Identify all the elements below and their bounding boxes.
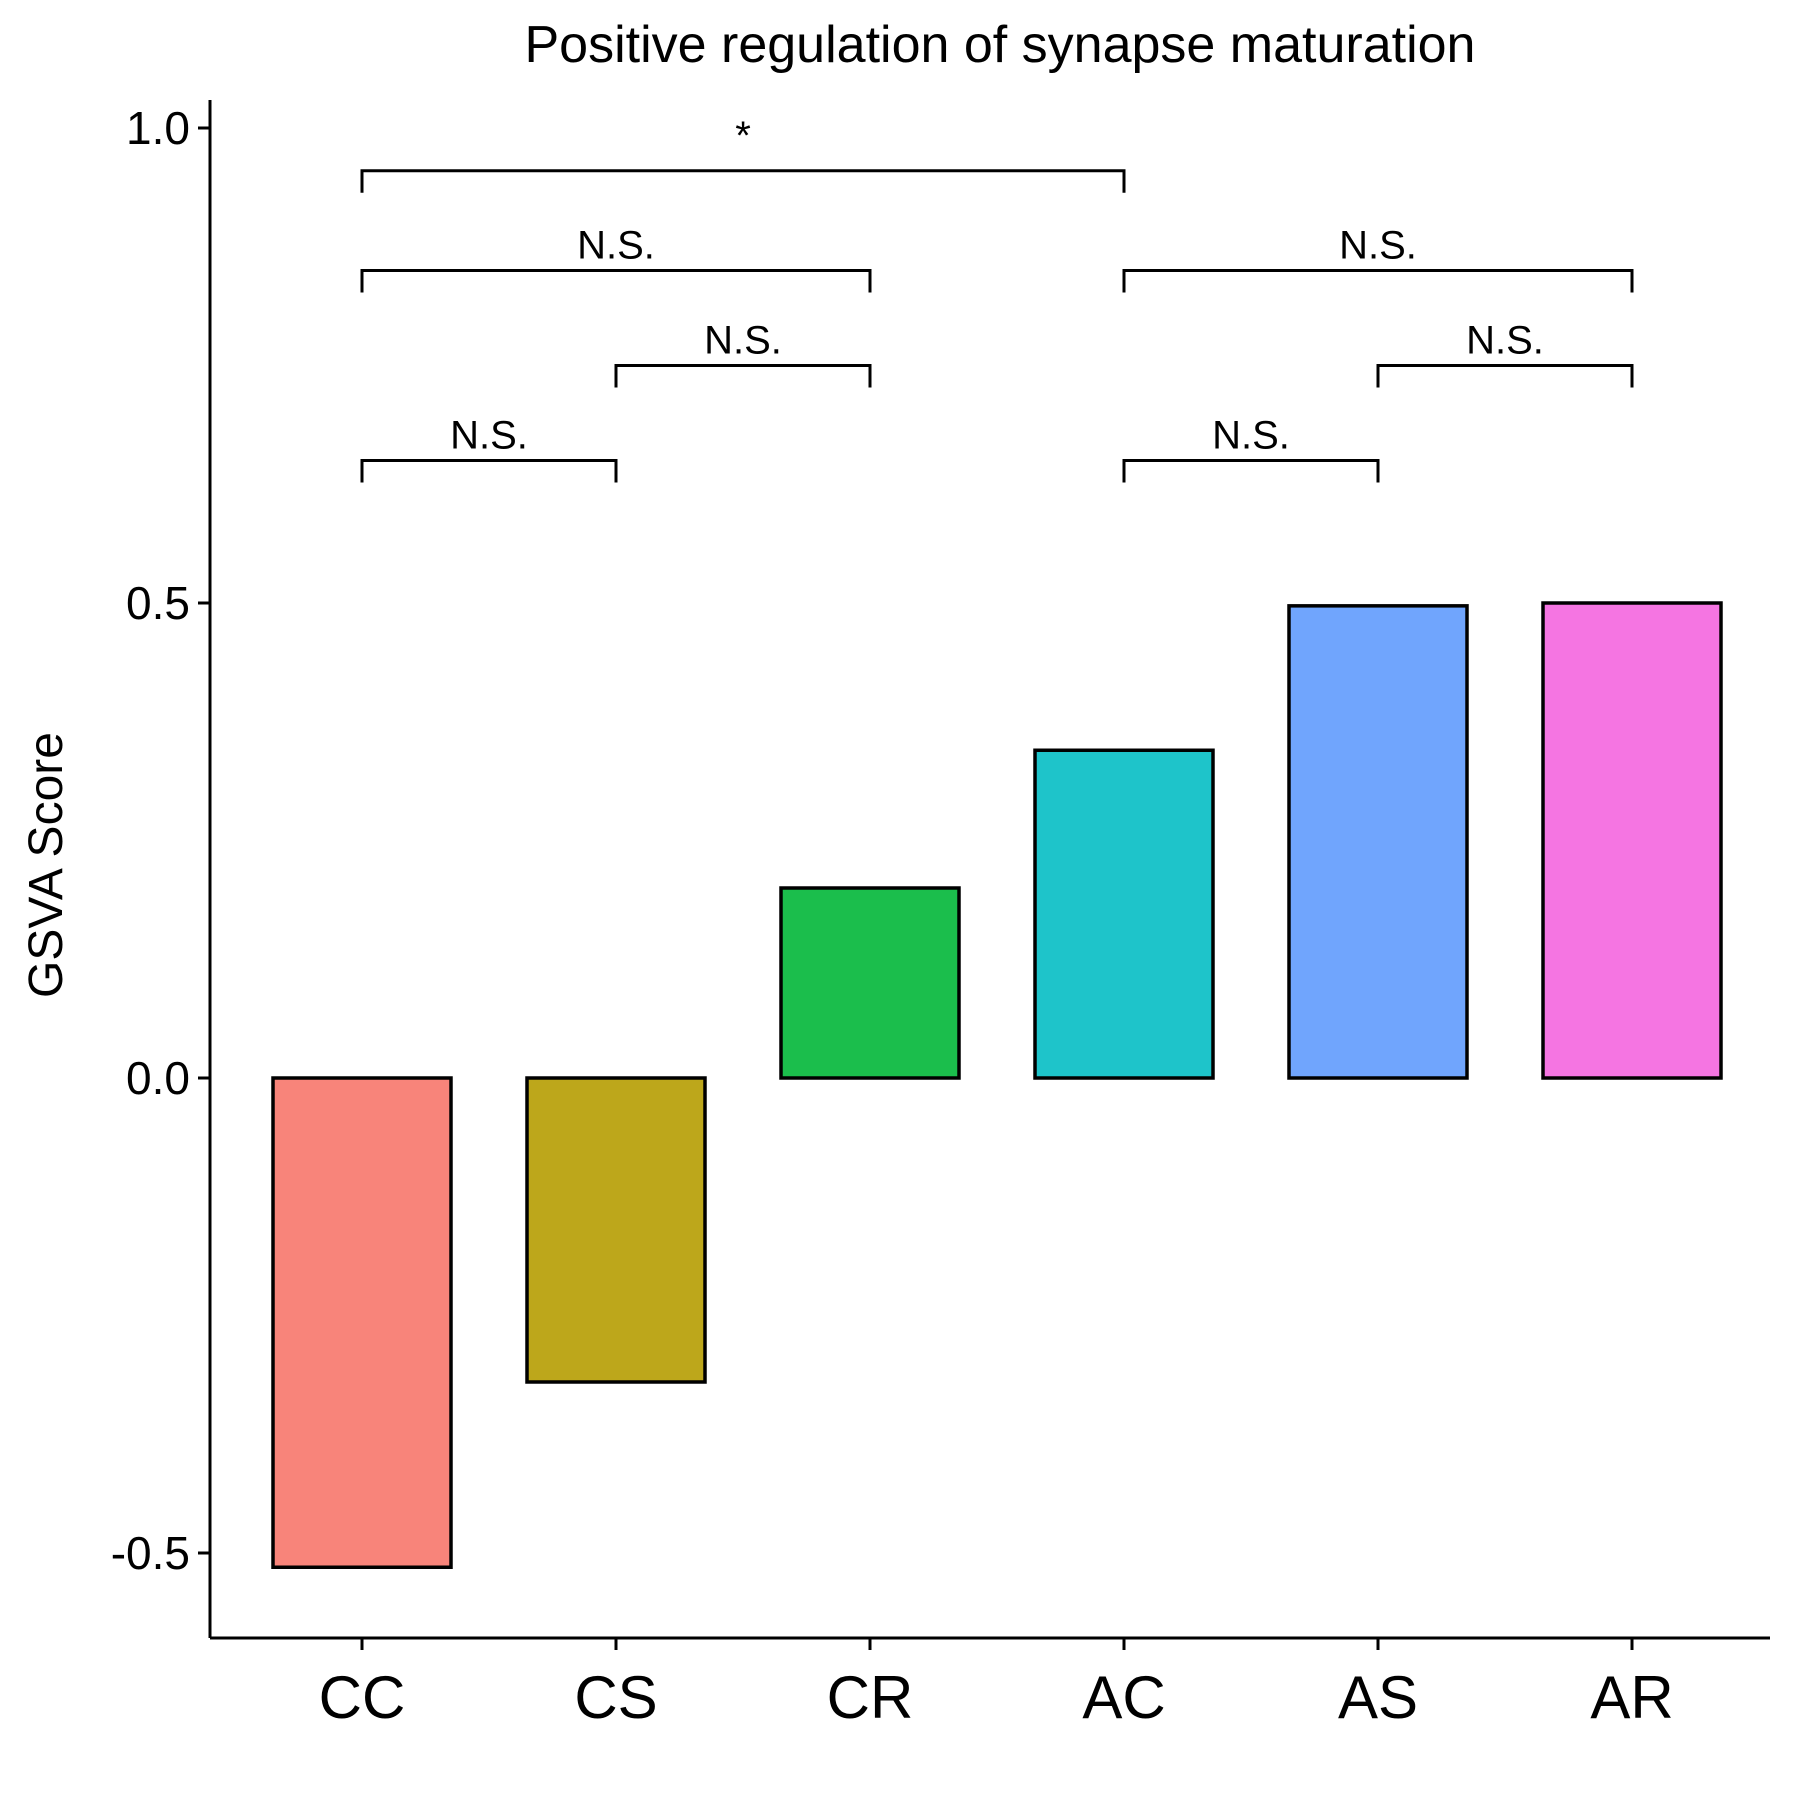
x-tick-label: CC — [319, 1664, 406, 1731]
comparison-bracket-ac-ar — [1122, 269, 1634, 293]
comparison-bracket-as-ar — [1376, 364, 1634, 388]
comparison-bracket-ac-as — [1122, 459, 1380, 483]
comparison-bracket-cs-cr — [614, 364, 872, 388]
axes-layer: -0.5 0.0 0.5 1.0 CC CS CR AC AS AR — [111, 100, 1770, 1731]
bar-cr — [779, 886, 961, 1080]
comparison-bracket-cc-cr — [360, 269, 872, 293]
comparisons-layer: N.S. N.S. N.S. * N.S. N.S. N.S. — [360, 114, 1634, 483]
bar-ar — [1541, 601, 1723, 1080]
bar-ac — [1033, 748, 1215, 1080]
bar-cc — [271, 1076, 453, 1569]
comparison-label-cs-cr: N.S. — [704, 319, 782, 363]
chart-title: Positive regulation of synapse maturatio… — [525, 16, 1476, 74]
bars-layer — [271, 601, 1723, 1569]
bar-cs — [525, 1076, 707, 1384]
comparison-label-ac-ar: N.S. — [1339, 224, 1417, 268]
comparison-label-cc-cr: N.S. — [577, 224, 655, 268]
comparison-label-as-ar: N.S. — [1466, 319, 1544, 363]
y-tick-label: -0.5 — [111, 1527, 190, 1579]
x-tick-label: CR — [827, 1664, 914, 1731]
x-tick-label: AR — [1590, 1664, 1673, 1731]
y-tick-label: 1.0 — [126, 102, 190, 154]
x-tick-label: AS — [1338, 1664, 1418, 1731]
y-tick-label: 0.5 — [126, 577, 190, 629]
comparison-bracket-cc-cs — [360, 459, 618, 483]
comparison-label-cc-ac: * — [735, 114, 751, 158]
bar-as — [1287, 604, 1469, 1080]
x-tick-label: CS — [574, 1664, 657, 1731]
y-axis-label: GSVA Score — [20, 732, 73, 998]
y-tick-label: 0.0 — [126, 1052, 190, 1104]
comparison-label-cc-cs: N.S. — [450, 414, 528, 458]
x-tick-label: AC — [1082, 1664, 1165, 1731]
comparison-label-ac-as: N.S. — [1212, 414, 1290, 458]
comparison-bracket-cc-ac — [360, 169, 1126, 193]
